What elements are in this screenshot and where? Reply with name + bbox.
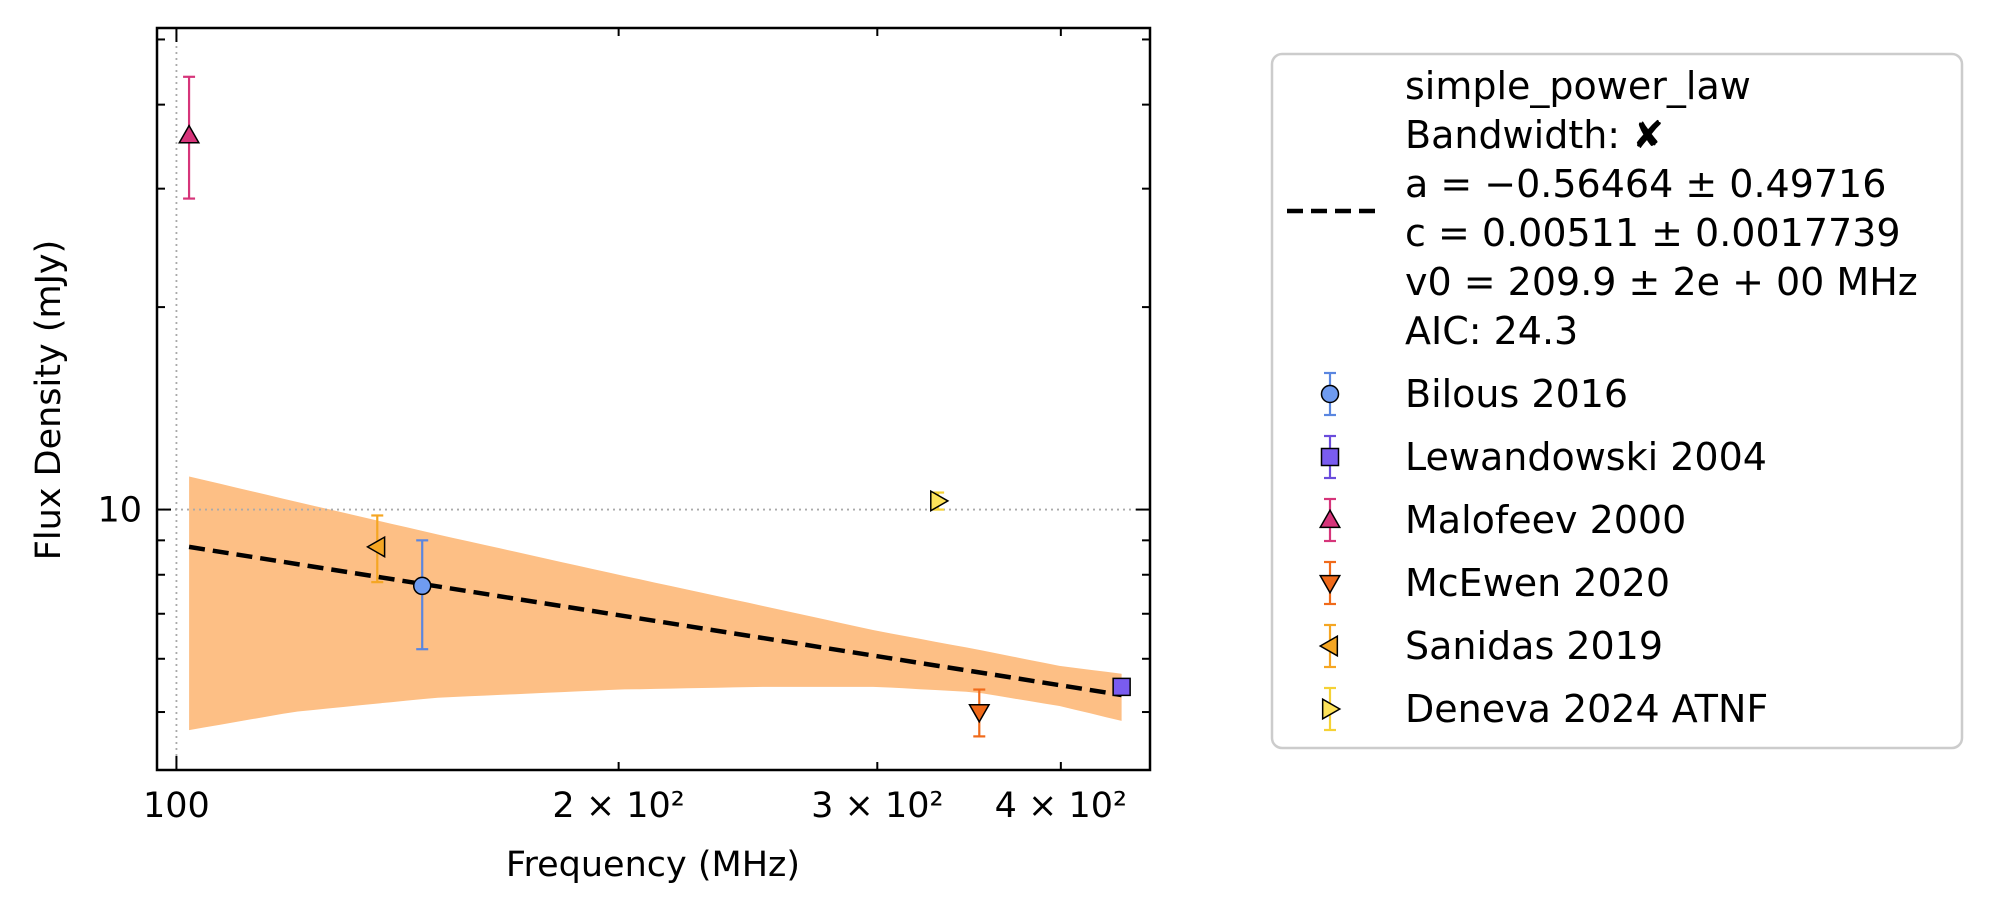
y-tick-label: 10 bbox=[97, 491, 142, 531]
data-point bbox=[412, 576, 432, 596]
series-lewandowski-2004 bbox=[1112, 677, 1131, 697]
legend-series-entries: Bilous 2016 Lewandowski 2004 Malofeev 2000… bbox=[1318, 371, 1768, 732]
legend-entry-malofeev-2000: Malofeev 2000 bbox=[1318, 497, 1686, 543]
legend-marker-swatch bbox=[1321, 697, 1342, 721]
legend-label: Lewandowski 2004 bbox=[1405, 435, 1767, 479]
series-malofeev-2000 bbox=[177, 75, 201, 200]
y-axis-label: Flux Density (mJy) bbox=[29, 240, 69, 561]
legend-entry-mcewen-2020: McEwen 2020 bbox=[1318, 560, 1670, 606]
series-bilous-2016 bbox=[412, 539, 432, 651]
series-sanidas-2019 bbox=[365, 514, 386, 584]
legend-entry-lewandowski-2004: Lewandowski 2004 bbox=[1320, 434, 1767, 480]
legend-fit-param-v0: v0 = 209.9 ± 2e + 00 MHz bbox=[1405, 260, 1918, 304]
legend-entry-bilous-2016: Bilous 2016 bbox=[1320, 371, 1628, 417]
legend-label: Deneva 2024 ATNF bbox=[1405, 687, 1768, 731]
data-point bbox=[1112, 677, 1131, 697]
legend-fit-bandwidth: Bandwidth: ✘ bbox=[1405, 113, 1664, 157]
legend-marker-swatch bbox=[1318, 574, 1342, 595]
legend-fit-param-a: a = −0.56464 ± 0.49716 bbox=[1405, 162, 1886, 206]
legend-label: Sanidas 2019 bbox=[1405, 624, 1663, 668]
legend-label: Bilous 2016 bbox=[1405, 372, 1628, 416]
data-series bbox=[177, 75, 1131, 738]
fit-uncertainty-band bbox=[189, 476, 1122, 731]
legend-marker-swatch bbox=[1320, 447, 1340, 467]
series-deneva-2024-atnf bbox=[930, 489, 950, 513]
plot-area bbox=[157, 28, 1150, 770]
legend-label: Malofeev 2000 bbox=[1405, 498, 1686, 542]
legend: simple_power_law Bandwidth: ✘ a = −0.564… bbox=[1270, 52, 1964, 750]
legend-frame bbox=[1270, 52, 1964, 750]
axis-ticks bbox=[157, 28, 1150, 770]
legend-marker-swatch bbox=[1320, 384, 1340, 404]
x-tick-label: 3 × 10² bbox=[811, 786, 943, 826]
x-tick-label: 2 × 10² bbox=[552, 786, 684, 826]
series-mcewen-2020 bbox=[968, 688, 991, 738]
data-point bbox=[365, 535, 386, 558]
legend-entry-sanidas-2019: Sanidas 2019 bbox=[1318, 623, 1663, 669]
data-point bbox=[177, 124, 201, 144]
legend-label: McEwen 2020 bbox=[1405, 561, 1670, 605]
x-tick-label: 4 × 10² bbox=[995, 786, 1127, 826]
fit-line bbox=[188, 544, 1122, 698]
x-tick-labels: 100 2 × 10² 3 × 10² 4 × 10² bbox=[143, 786, 1127, 826]
y-tick-labels: 10 bbox=[97, 491, 142, 531]
x-tick-label: 100 bbox=[143, 786, 210, 826]
data-point bbox=[930, 489, 950, 513]
legend-fit-aic: AIC: 24.3 bbox=[1405, 309, 1578, 353]
legend-marker-swatch bbox=[1318, 508, 1342, 529]
x-axis-label: Frequency (MHz) bbox=[506, 845, 800, 885]
legend-entry-deneva-2024-atnf: Deneva 2024 ATNF bbox=[1321, 686, 1768, 732]
legend-fit-name: simple_power_law bbox=[1405, 64, 1751, 108]
legend-fit-param-c: c = 0.00511 ± 0.0017739 bbox=[1405, 211, 1901, 255]
legend-marker-swatch bbox=[1318, 634, 1339, 658]
data-point bbox=[968, 703, 991, 724]
plot-frame bbox=[155, 26, 1152, 772]
